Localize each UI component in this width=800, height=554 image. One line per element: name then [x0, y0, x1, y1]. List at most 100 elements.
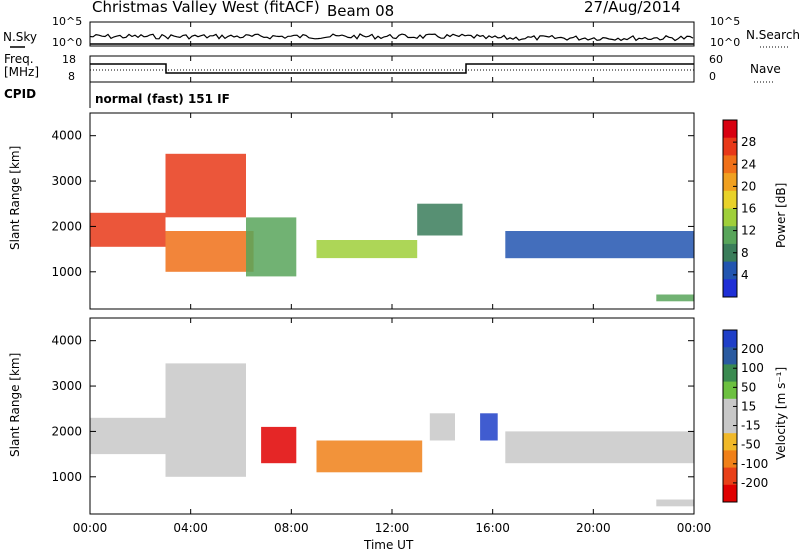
power-y-ticks: 1000 2000 3000 4000	[51, 129, 694, 279]
colorbar-tick-label: 8	[741, 246, 749, 260]
echo-region-fill	[656, 294, 695, 302]
colorbar-swatch	[723, 137, 737, 156]
echo-region-3	[261, 426, 297, 464]
colorbar-swatch	[723, 364, 737, 383]
colorbar-swatch	[723, 398, 737, 417]
y-tick-label: 4000	[51, 129, 82, 143]
colorbar-tick-label: 28	[741, 135, 756, 149]
colorbar-tick-label: 200	[741, 342, 764, 356]
date-label: 27/Aug/2014	[584, 0, 681, 16]
colorbar-swatch	[723, 433, 737, 451]
noise-sky-trace	[89, 33, 694, 42]
colorbar-tick-label: -15	[741, 419, 761, 433]
x-tick-label: 00:00	[677, 521, 712, 535]
colorbar-swatch	[723, 330, 737, 348]
colorbar-swatch	[723, 484, 737, 503]
colorbar-swatch	[723, 173, 737, 192]
colorbar-tick-label: -100	[741, 457, 768, 471]
echo-region-5	[429, 413, 455, 441]
colorbar-tick-label: 16	[741, 202, 756, 216]
noise-search-label: N.Search	[746, 28, 800, 42]
x-tick-label: 12:00	[375, 521, 410, 535]
colorbar-swatch	[723, 243, 737, 263]
power-colorbar-label: Power [dB]	[774, 182, 788, 248]
y-tick-label: 2000	[51, 219, 82, 233]
echo-region-fill	[505, 431, 695, 464]
echo-region-5	[316, 240, 418, 259]
echo-region-fill	[417, 203, 463, 236]
colorbar-swatch	[723, 450, 737, 469]
x-tick-label: 00:00	[73, 521, 108, 535]
echo-region-fill	[90, 417, 166, 455]
velocity-colorbar: 200 100 50 15 -15 -50 -100 -200	[722, 329, 768, 503]
colorbar-tick-label: 12	[741, 224, 756, 238]
echo-region-2	[165, 231, 254, 272]
y-tick-label: 1000	[51, 470, 82, 484]
x-axis-ticks: 00:00 04:00 08:00 12:00 16:00 20:00 00:00	[73, 22, 712, 535]
colorbar-tick-label: 20	[741, 179, 756, 193]
echo-region-fill	[165, 153, 246, 218]
cpid-mode-text: normal (fast) 151 IF	[95, 92, 230, 106]
power-ylabel: Slant Range [km]	[8, 145, 22, 250]
y-tick-label: 4000	[51, 334, 82, 348]
noise-tick-top: 10^5	[52, 15, 83, 28]
echo-region-fill	[90, 212, 166, 247]
echo-region-6	[480, 413, 498, 441]
echo-region-8	[656, 499, 695, 507]
velocity-heatmap-cells	[90, 363, 695, 507]
freq-unit-label: [MHz]	[4, 65, 40, 79]
echo-region-4	[316, 440, 423, 473]
velocity-panel: 1000 2000 3000 4000	[51, 317, 695, 515]
echo-region-fill	[429, 413, 455, 441]
y-tick-label: 1000	[51, 265, 82, 279]
x-tick-label: 08:00	[274, 521, 309, 535]
echo-region-4	[246, 217, 297, 277]
colorbar-swatch	[723, 261, 737, 280]
velocity-ylabel: Slant Range [km]	[8, 352, 22, 457]
colorbar-swatch	[723, 467, 737, 486]
colorbar-swatch	[723, 120, 737, 139]
colorbar-frame	[722, 329, 738, 503]
x-tick-label: 20:00	[576, 521, 611, 535]
nave-label: Nave	[750, 62, 781, 76]
colorbar-swatch	[723, 208, 737, 227]
echo-region-2	[165, 363, 246, 477]
beam-label: Beam 08	[327, 2, 395, 20]
echo-region-1	[90, 212, 166, 247]
search-tick-top: 10^5	[710, 15, 741, 28]
search-tick-bottom: 10^0	[710, 36, 741, 49]
noise-tick-bottom: 10^0	[52, 36, 83, 49]
echo-region-fill	[261, 426, 297, 464]
colorbar-tick-label: 50	[741, 380, 756, 394]
echo-region-fill	[165, 363, 246, 477]
y-tick-label: 3000	[51, 174, 82, 188]
colorbar-swatch	[723, 155, 737, 174]
noise-sky-label: N.Sky	[3, 30, 38, 44]
colorbar-tick-label: 15	[741, 399, 756, 413]
colorbar-swatch	[723, 381, 737, 400]
y-tick-label: 2000	[51, 424, 82, 438]
echo-region-fill	[656, 499, 695, 507]
echo-region-fill	[505, 231, 695, 259]
freq-trace	[90, 63, 694, 74]
x-tick-label: 04:00	[173, 521, 208, 535]
freq-tick-bottom: 8	[68, 70, 75, 83]
power-panel: 1000 2000 3000 4000	[51, 112, 695, 310]
colorbar-swatch	[723, 226, 737, 245]
echo-region-fill	[316, 240, 418, 259]
echo-region-8	[656, 294, 695, 302]
colorbar-tick-label: 100	[741, 361, 764, 375]
colorbar-tick-label: 4	[741, 268, 749, 282]
freq-tick-top: 18	[62, 53, 76, 66]
colorbar-swatch	[723, 190, 737, 209]
echo-region-fill	[316, 440, 423, 473]
colorbar-swatch	[723, 279, 737, 298]
freq-label: Freq.	[4, 52, 34, 66]
colorbar-tick-label: 24	[741, 157, 756, 171]
colorbar-tick-label: -200	[741, 476, 768, 490]
power-colorbar: 4 8 12 16 20 24 28	[722, 119, 756, 298]
colorbar-swatch	[723, 347, 737, 365]
nave-tick-top: 60	[709, 53, 723, 66]
velocity-y-ticks: 1000 2000 3000 4000	[51, 334, 694, 484]
